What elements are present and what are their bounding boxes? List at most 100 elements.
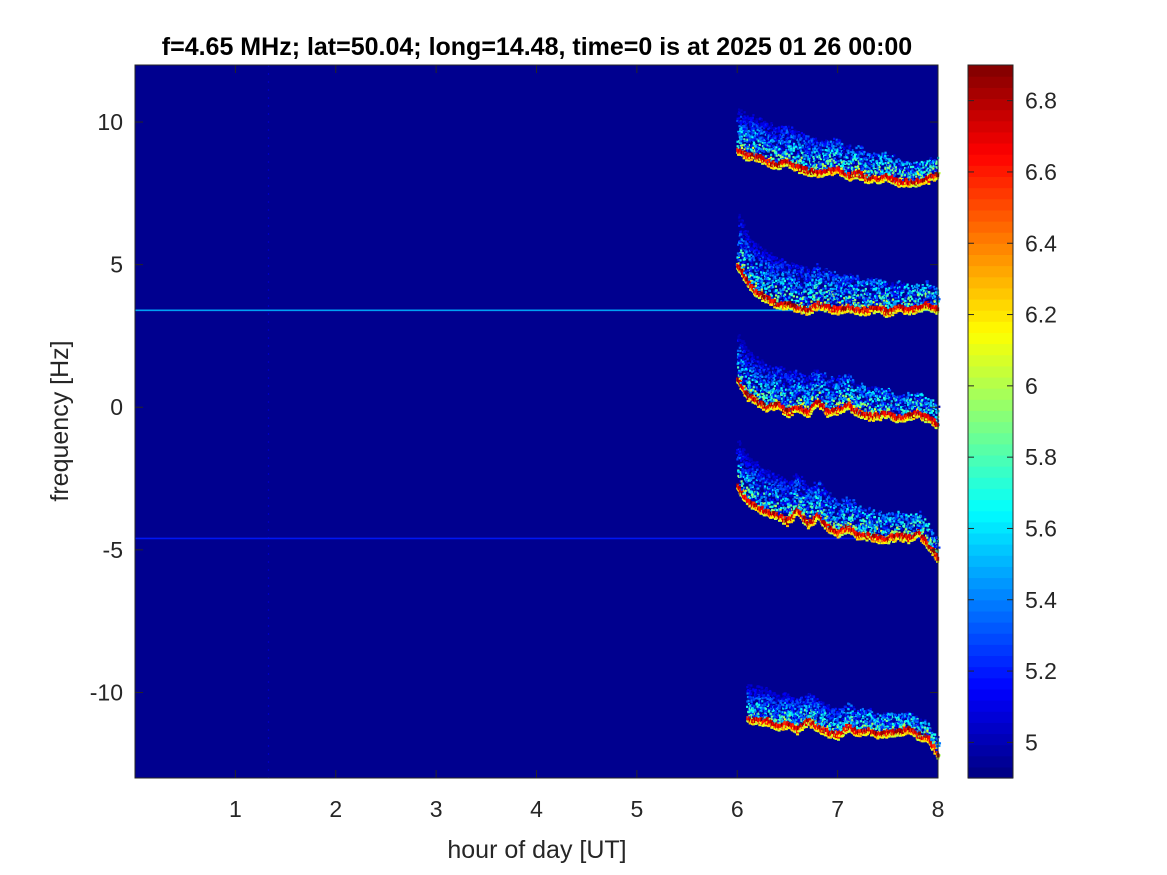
trace-edge-pixel: [761, 162, 765, 165]
trace-pixel: [865, 158, 868, 161]
trace-pixel: [797, 160, 800, 163]
trace-pixel: [863, 162, 866, 165]
trace-pixel: [837, 162, 840, 165]
trace-pixel: [792, 286, 795, 289]
trace-pixel: [784, 270, 788, 274]
trace-pixel: [777, 153, 781, 157]
trace-pixel: [790, 272, 793, 275]
trace-pixel: [747, 130, 750, 133]
trace-pixel: [761, 141, 764, 144]
trace-pixel: [918, 177, 922, 180]
trace-pixel: [908, 299, 912, 302]
trace-pixel: [803, 134, 806, 137]
trace-pixel: [902, 176, 905, 179]
trace-pixel: [741, 140, 744, 143]
trace-pixel: [750, 261, 753, 264]
trace-pixel: [813, 163, 816, 166]
trace-pixel: [827, 159, 830, 162]
trace-core-pixel: [815, 169, 819, 174]
trace-pixel: [869, 294, 872, 297]
trace-pixel: [758, 148, 762, 151]
trace-pixel: [921, 287, 924, 290]
trace-pixel: [757, 252, 761, 255]
trace-pixel: [781, 262, 784, 265]
trace-pixel: [754, 132, 757, 136]
trace-pixel: [813, 271, 816, 274]
trace-edge-pixel: [841, 311, 845, 314]
trace-pixel: [743, 385, 746, 388]
trace-pixel: [766, 271, 770, 274]
trace-pixel: [798, 270, 801, 273]
trace-pixel: [744, 240, 747, 243]
trace-pixel: [742, 232, 746, 236]
trace-pixel: [807, 300, 810, 304]
trace-pixel: [929, 171, 932, 174]
trace-pixel: [870, 154, 873, 157]
trace-pixel: [842, 284, 845, 287]
trace-pixel: [752, 244, 756, 247]
trace-pixel: [737, 366, 740, 369]
trace-pixel: [783, 156, 786, 159]
trace-core-pixel: [913, 304, 917, 309]
trace-pixel: [896, 169, 899, 172]
trace-edge-pixel: [742, 157, 746, 160]
trace-pixel: [768, 281, 771, 284]
trace-pixel: [855, 285, 859, 289]
trace-pixel: [771, 149, 774, 152]
trace-pixel: [883, 283, 887, 286]
trace-pixel: [860, 293, 863, 296]
trace-pixel: [801, 298, 804, 301]
trace-pixel: [802, 299, 805, 303]
trace-pixel: [938, 298, 941, 301]
trace-core-pixel: [788, 301, 792, 306]
trace-pixel: [761, 131, 764, 134]
trace-pixel: [934, 302, 938, 305]
trace-pixel: [816, 263, 819, 266]
trace-pixel: [745, 256, 748, 259]
trace-pixel: [773, 283, 776, 287]
trace-pixel: [804, 273, 807, 276]
trace-pixel: [754, 254, 757, 257]
trace-pixel: [823, 143, 826, 146]
trace-pixel: [788, 128, 791, 131]
trace-pixel: [905, 285, 908, 288]
trace-pixel: [857, 294, 860, 297]
trace-pixel: [869, 155, 873, 158]
trace-pixel: [798, 284, 802, 287]
trace-pixel: [797, 299, 800, 303]
trace-pixel: [755, 118, 758, 121]
trace-pixel: [850, 150, 853, 154]
trace-edge-pixel: [805, 313, 809, 316]
trace-pixel: [867, 157, 870, 160]
trace-pixel: [812, 297, 816, 300]
trace-core-pixel: [899, 178, 903, 183]
trace-pixel: [866, 165, 869, 169]
trace-pixel: [741, 360, 744, 363]
trace-pixel: [916, 170, 919, 173]
trace-pixel: [903, 161, 906, 164]
trace-pixel: [794, 291, 798, 294]
trace-pixel: [765, 130, 768, 133]
trace-pixel: [866, 293, 869, 296]
trace-pixel: [839, 296, 842, 299]
trace-pixel: [817, 276, 820, 279]
trace-pixel: [896, 286, 900, 289]
trace-pixel: [756, 144, 759, 147]
trace-pixel: [760, 149, 764, 152]
trace-pixel: [870, 281, 873, 284]
trace-pixel: [837, 290, 840, 293]
trace-pixel: [861, 169, 864, 173]
trace-pixel: [799, 289, 802, 292]
trace-edge-pixel: [859, 314, 863, 317]
trace-pixel: [750, 351, 753, 355]
trace-pixel: [742, 362, 746, 365]
trace-pixel: [861, 167, 865, 170]
trace-pixel: [783, 293, 787, 296]
trace-pixel: [816, 142, 819, 145]
trace-pixel: [818, 164, 822, 167]
trace-pixel: [872, 278, 876, 282]
trace-pixel: [758, 125, 762, 128]
trace-pixel: [766, 123, 769, 126]
trace-pixel: [825, 162, 828, 165]
trace-pixel: [771, 255, 774, 259]
